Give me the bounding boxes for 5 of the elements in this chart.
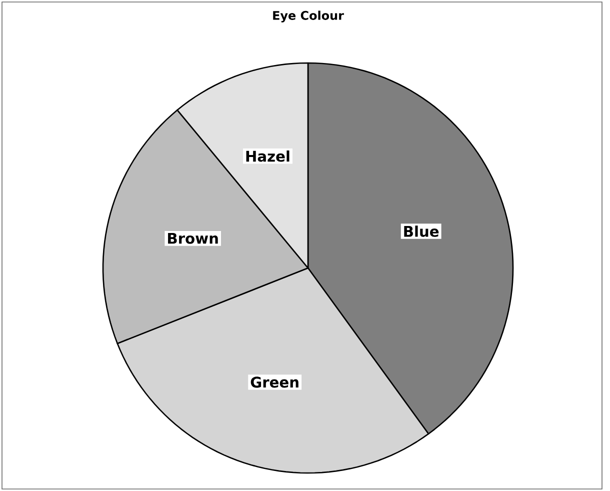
slice-label: Brown: [168, 233, 218, 244]
slice-label: Green: [250, 376, 298, 388]
slice-label: Hazel: [246, 150, 290, 162]
slice-label: Blue: [404, 226, 439, 237]
chart-title: Eye Colour: [273, 10, 344, 22]
